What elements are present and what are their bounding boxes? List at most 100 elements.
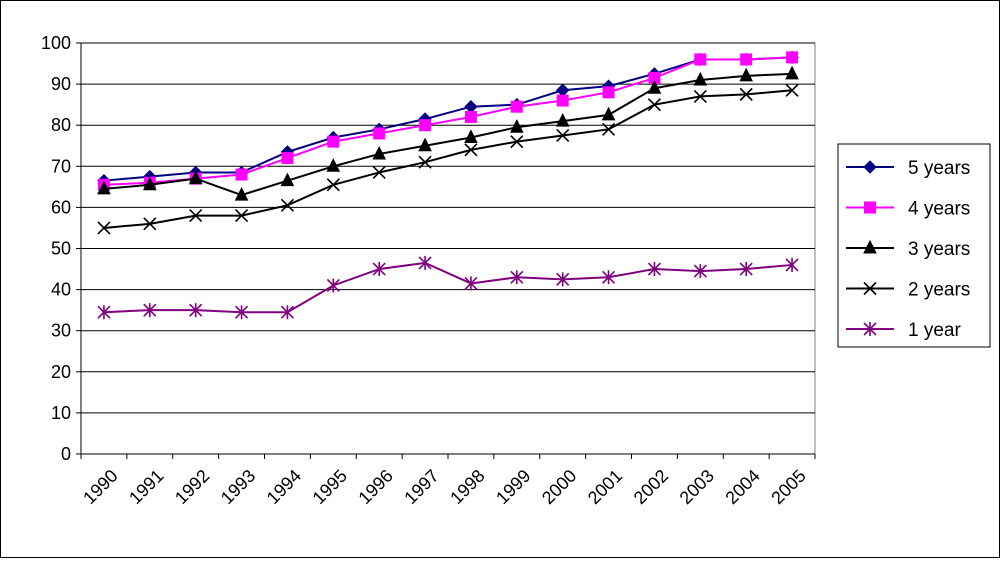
y-tick-label: 60 — [51, 197, 71, 217]
data-point — [97, 221, 111, 235]
data-point — [602, 86, 615, 99]
data-point — [281, 152, 294, 165]
x-tick-label: 2002 — [630, 466, 672, 508]
series-layer — [97, 50, 799, 320]
data-point — [693, 71, 708, 86]
data-point — [739, 262, 753, 277]
x-marker — [863, 281, 877, 296]
data-point — [785, 257, 799, 272]
legend-label: 5 years — [908, 158, 970, 179]
asterisk-marker — [863, 322, 877, 336]
data-point — [326, 158, 341, 172]
data-point — [188, 170, 203, 185]
data-point — [786, 51, 799, 64]
triangle-marker — [863, 239, 877, 254]
x-tick-label: 2004 — [721, 466, 763, 508]
legend-box — [837, 143, 991, 348]
data-point — [510, 119, 524, 133]
x-tick-label: 2001 — [584, 466, 626, 508]
y-tick-label: 100 — [41, 33, 71, 53]
y-tick-label: 90 — [51, 74, 71, 94]
data-point — [234, 209, 249, 223]
data-point — [97, 305, 111, 320]
data-point — [464, 110, 477, 123]
y-tick-label: 0 — [61, 444, 71, 464]
x-tick-label: 1991 — [125, 466, 167, 508]
series-2-years — [97, 83, 799, 235]
y-tick-label: 30 — [51, 321, 71, 341]
data-point — [234, 305, 249, 320]
data-point — [280, 172, 295, 187]
data-point — [556, 272, 570, 287]
legend-label: 4 years — [908, 199, 970, 220]
x-tick-label: 1996 — [354, 466, 396, 508]
data-point — [464, 129, 478, 144]
series-line — [103, 56, 793, 186]
data-point — [601, 122, 616, 136]
x-tick-label: 1994 — [263, 466, 305, 508]
legend-label: 1 year — [908, 320, 961, 341]
x-tick-label: 2000 — [538, 466, 580, 508]
data-point — [327, 135, 340, 148]
y-tick-label: 10 — [51, 403, 71, 423]
data-point — [555, 112, 570, 127]
data-point — [143, 217, 157, 231]
square-marker — [864, 201, 876, 214]
data-point — [418, 137, 432, 152]
x-tick-label: 1998 — [446, 466, 488, 508]
data-point — [785, 83, 799, 97]
data-point — [740, 53, 753, 66]
legend: 5 years 4 years 3 years 2 years 1 year — [837, 143, 991, 348]
data-point — [694, 53, 707, 66]
data-point — [556, 128, 570, 143]
data-point — [372, 165, 386, 180]
y-tick-label: 50 — [51, 239, 71, 259]
plot-area — [80, 42, 816, 455]
y-tick-label: 40 — [51, 280, 71, 300]
series-line — [103, 89, 793, 229]
data-point — [510, 270, 524, 285]
data-point — [326, 178, 340, 192]
data-point — [510, 100, 523, 113]
data-point — [234, 186, 249, 201]
data-point — [418, 155, 432, 169]
y-tick-label: 80 — [51, 115, 71, 135]
series-1-year — [97, 255, 799, 320]
x-tick-label: 1992 — [171, 466, 213, 508]
data-point — [739, 87, 753, 101]
x-tick-label: 1999 — [492, 466, 534, 508]
data-point — [235, 168, 248, 181]
series-3-years — [97, 65, 799, 201]
data-point — [97, 180, 111, 195]
y-axis: 0 10 20 30 40 50 60 70 80 90 100 — [41, 33, 82, 464]
y-tick-label: 70 — [51, 156, 71, 176]
data-point — [280, 305, 295, 320]
x-tick-label: 1997 — [400, 466, 442, 508]
data-point — [419, 119, 432, 132]
x-tick-label: 1995 — [309, 466, 351, 508]
data-point — [326, 278, 340, 293]
data-point — [556, 94, 569, 107]
data-point — [510, 135, 524, 149]
data-point — [143, 176, 157, 191]
data-point — [647, 98, 662, 112]
data-point — [189, 303, 203, 318]
data-point — [418, 255, 432, 270]
series-line — [103, 261, 793, 314]
data-point — [464, 143, 478, 157]
data-point — [647, 80, 662, 94]
data-point — [601, 270, 616, 285]
legend-label: 2 years — [908, 280, 970, 301]
data-point — [693, 89, 707, 103]
data-point — [143, 303, 157, 318]
data-point — [785, 65, 799, 80]
data-point — [739, 67, 753, 82]
x-tick-label: 1990 — [79, 466, 121, 508]
data-point — [280, 198, 295, 212]
data-point — [647, 262, 662, 277]
x-tick-label: 1993 — [217, 466, 259, 508]
legend-label: 3 years — [908, 239, 970, 260]
series-line — [103, 72, 793, 197]
